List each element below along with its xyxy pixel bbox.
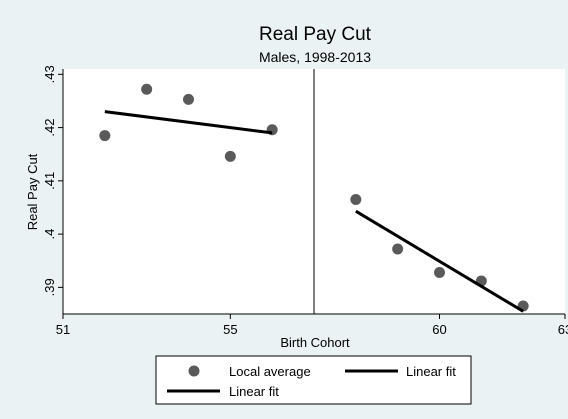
fit-line-1 [104, 110, 273, 135]
data-point [434, 266, 445, 278]
y-tick-label: .39 [42, 278, 57, 296]
x-tick-label: 60 [432, 322, 446, 337]
y-tick-label: .41 [42, 172, 57, 190]
fit-line-2 [355, 209, 524, 313]
y-axis-title: Real Pay Cut [25, 153, 40, 230]
legend-label-linear-fit-1: Linear fit [406, 364, 456, 379]
chart-title: Real Pay Cut [259, 24, 372, 45]
x-tick-label: 63 [558, 322, 568, 337]
legend-label-linear-fit-2: Linear fit [229, 384, 279, 399]
data-point [392, 243, 404, 255]
data-point [99, 130, 111, 142]
x-tick-label: 51 [56, 322, 70, 337]
data-marks [99, 69, 529, 314]
data-point [141, 83, 153, 95]
y-tick-label: .4 [42, 229, 57, 240]
legend-label-local-average: Local average [229, 364, 311, 379]
data-point [183, 93, 194, 105]
legend: Local average Linear fit Linear fit [155, 355, 472, 405]
chart-subtitle: Males, 1998-2013 [259, 49, 371, 65]
x-tick-label: 55 [223, 322, 237, 337]
y-tick-label: .43 [42, 65, 57, 83]
x-axis-title: Birth Cohort [280, 335, 350, 350]
legend-box [155, 355, 472, 405]
legend-marker-local-average [188, 365, 200, 377]
y-tick-label: .42 [42, 119, 57, 137]
data-point [350, 193, 362, 205]
data-point [224, 150, 236, 162]
